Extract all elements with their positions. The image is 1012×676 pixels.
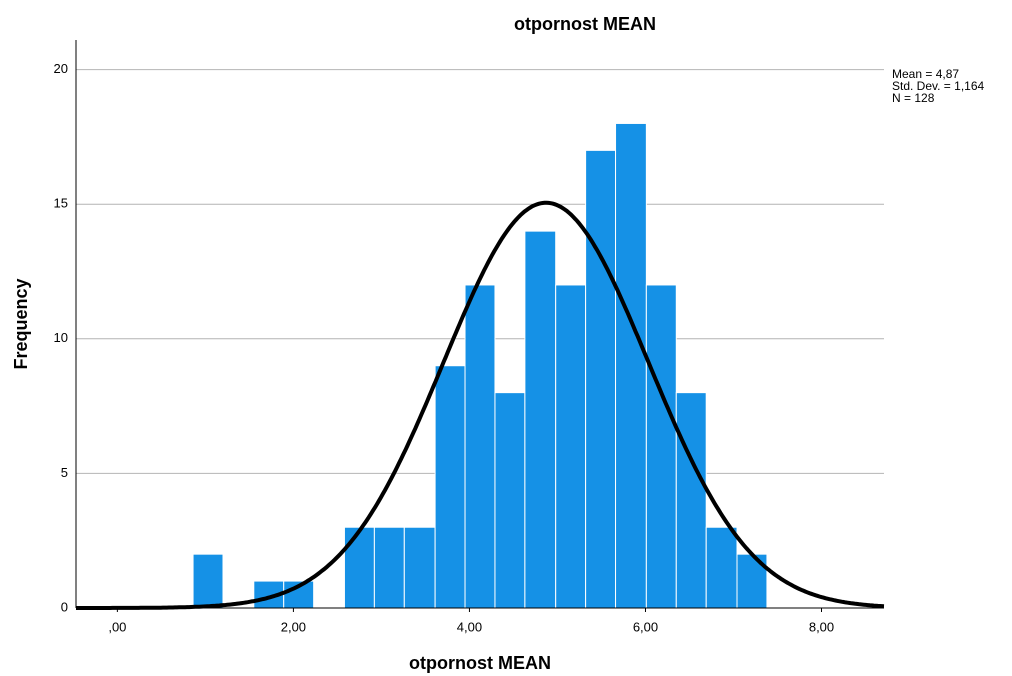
x-tick-label: 4,00 — [457, 619, 482, 634]
y-axis-label: Frequency — [11, 278, 31, 369]
chart-title: otpornost MEAN — [514, 14, 656, 34]
x-tick-label: 8,00 — [809, 619, 834, 634]
bar — [555, 284, 587, 609]
bar — [705, 526, 738, 609]
stat-label: N = 128 — [892, 91, 935, 105]
bar — [645, 284, 677, 609]
bar — [585, 149, 617, 609]
bar — [615, 122, 647, 609]
y-tick-label: 0 — [61, 599, 68, 614]
bar — [434, 365, 466, 609]
y-tick-label: 5 — [61, 465, 68, 480]
x-axis-label: otpornost MEAN — [409, 653, 551, 673]
bar — [464, 284, 496, 609]
stat-label: Std. Dev. = 1,164 — [892, 79, 984, 93]
x-tick-label: ,00 — [108, 619, 126, 634]
y-tick-label: 10 — [54, 330, 68, 345]
bar — [192, 553, 224, 609]
bar — [403, 526, 436, 609]
bar — [373, 526, 405, 609]
bar — [524, 230, 557, 609]
x-tick-label: 6,00 — [633, 619, 658, 634]
bar — [343, 526, 375, 609]
y-tick-label: 15 — [54, 196, 68, 211]
stat-label: Mean = 4,87 — [892, 67, 959, 81]
normal-curve — [76, 200, 885, 610]
y-tick-label: 20 — [54, 61, 68, 76]
bar — [494, 392, 526, 609]
x-tick-label: 2,00 — [281, 619, 306, 634]
bar — [675, 392, 707, 609]
